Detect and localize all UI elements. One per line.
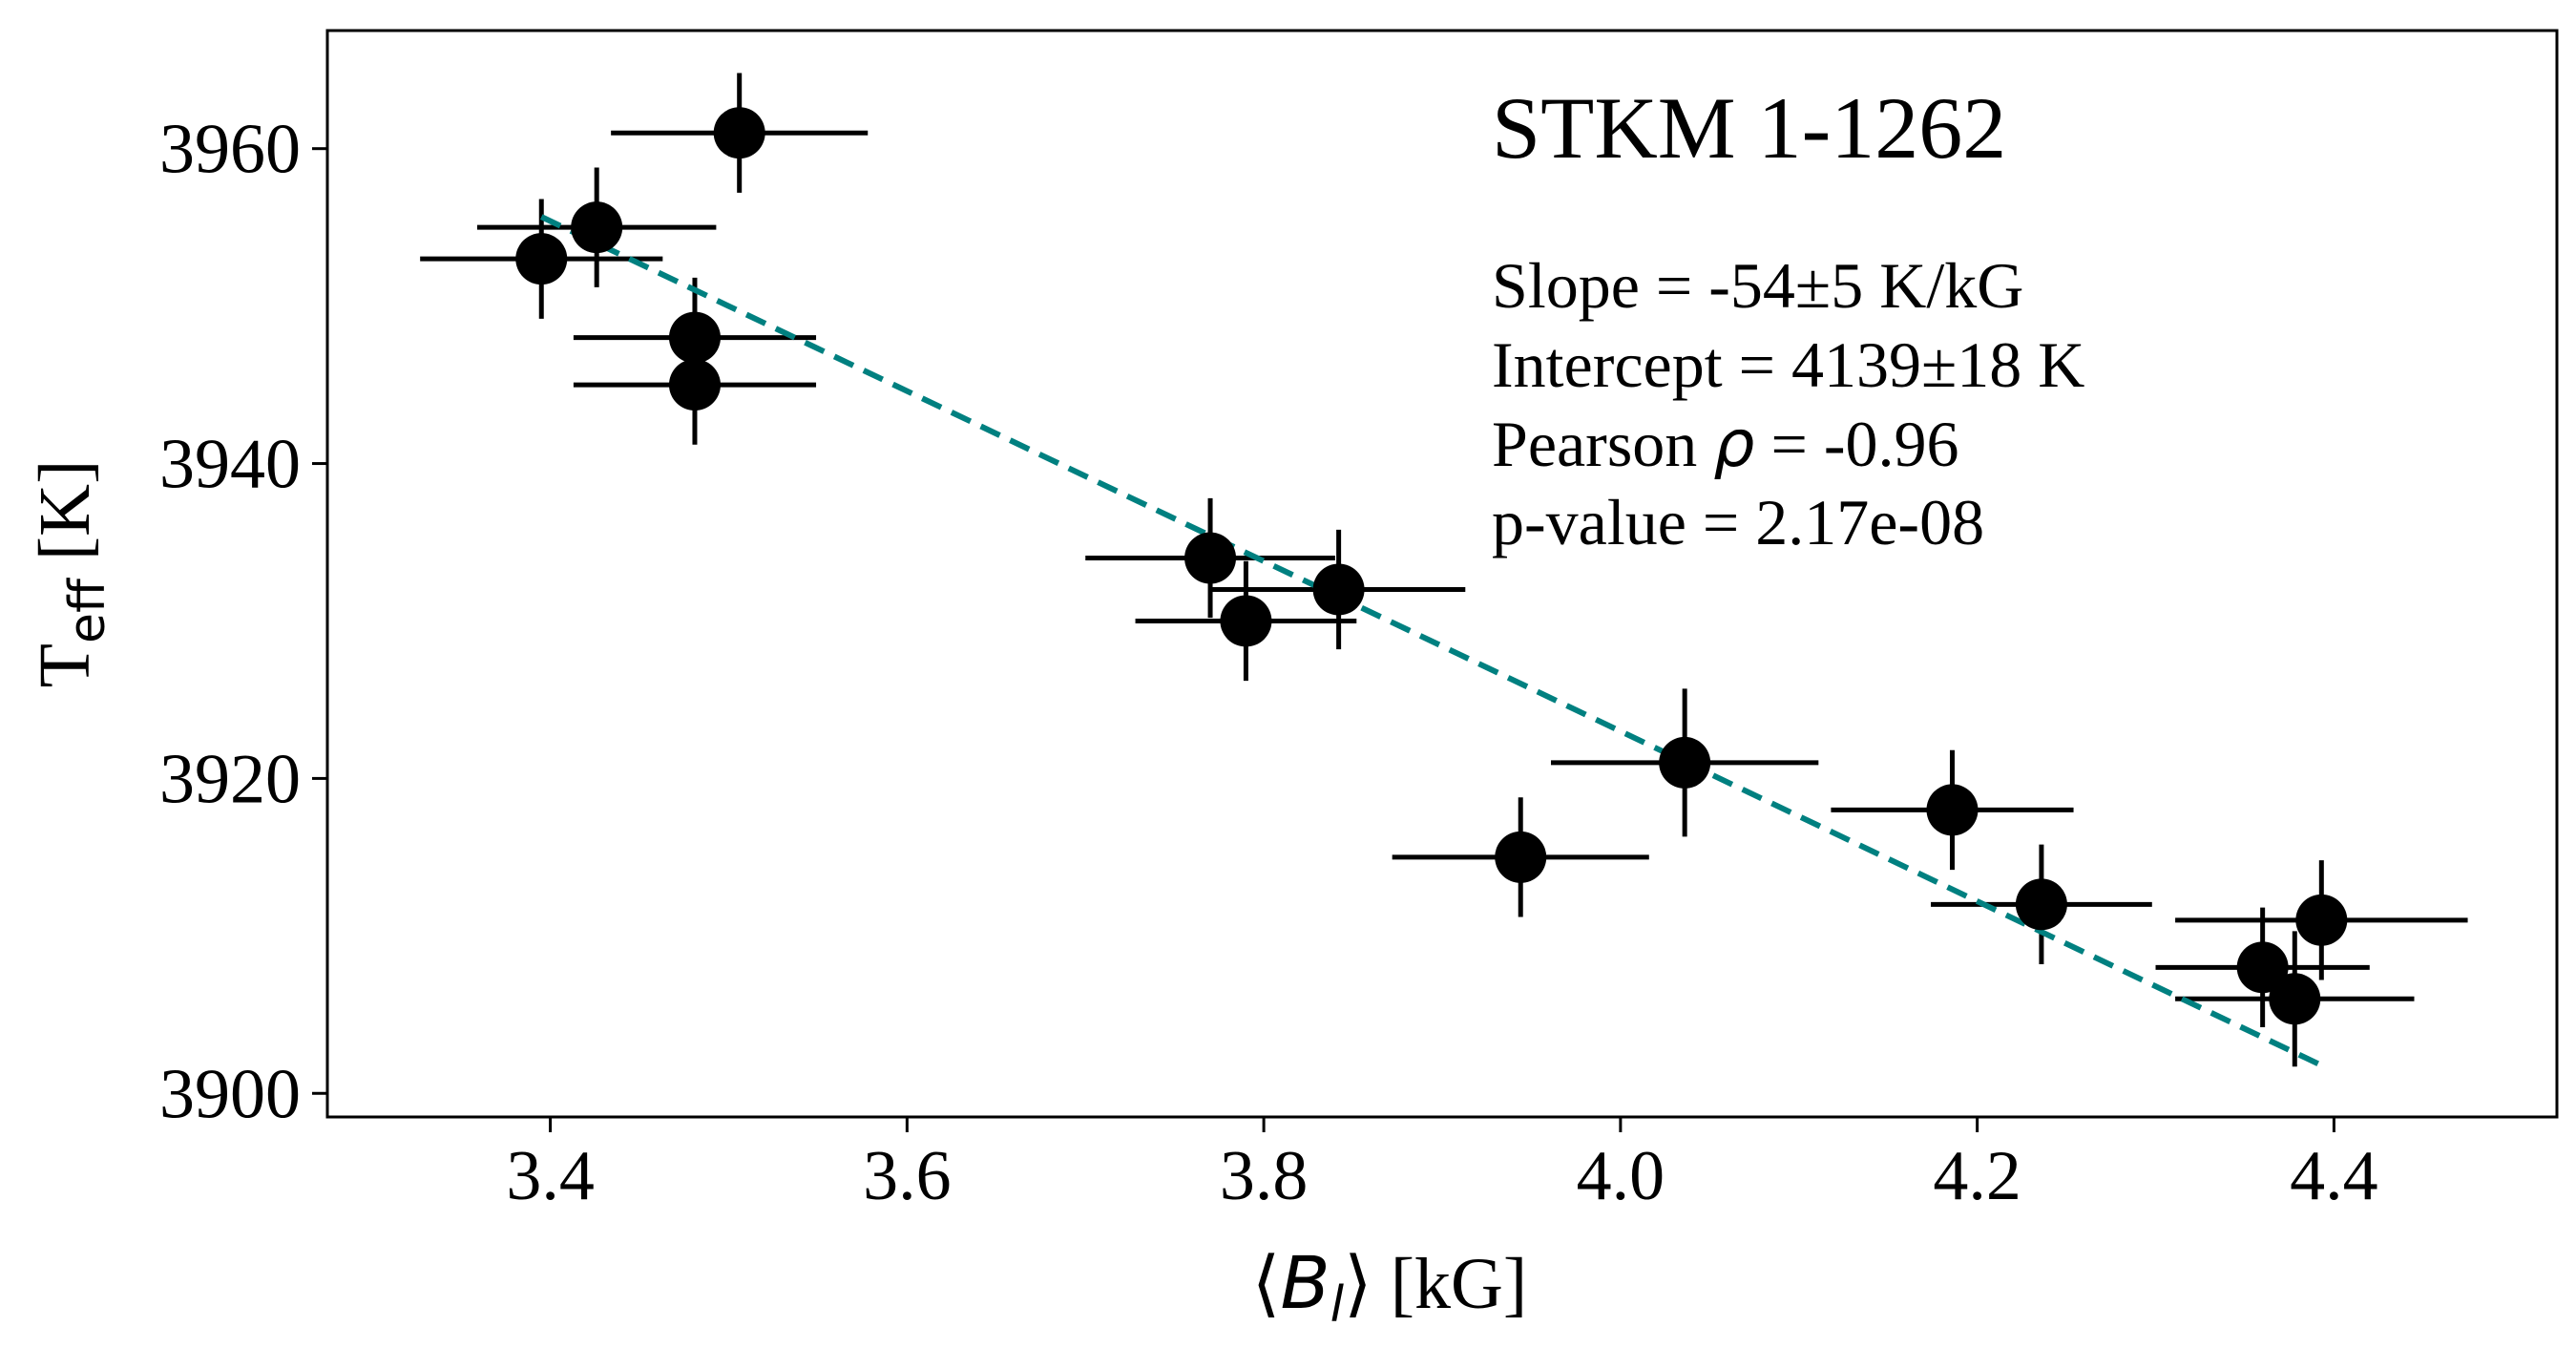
data-point <box>668 359 721 411</box>
x-tick-label: 4.4 <box>2290 1137 2378 1215</box>
x-axis-label-unit: [kG] <box>1372 1244 1528 1324</box>
annotation-title: STKM 1-1262 <box>1492 79 2006 177</box>
data-point <box>2015 878 2067 931</box>
plot-area-frame <box>325 29 2559 1119</box>
data-point <box>2269 973 2321 1025</box>
y-tick-label: 3960 <box>159 111 301 189</box>
data-point <box>1184 532 1237 584</box>
data-point <box>571 201 623 254</box>
plot-marks <box>420 73 2468 1068</box>
x-axis-label: ⟨Bl⟩ [kG] <box>1252 1240 1527 1334</box>
data-point <box>2295 894 2348 946</box>
x-tick-label: 3.6 <box>863 1137 952 1215</box>
data-point <box>668 311 721 364</box>
annotation-pearson-suffix: = -0.96 <box>1754 408 1958 480</box>
x-tick-label: 3.8 <box>1220 1137 1309 1215</box>
y-tick-label: 3940 <box>159 426 301 504</box>
data-point <box>1926 784 1979 836</box>
data-point <box>1495 831 1547 883</box>
annotation-slope: Slope = -54±5 K/kG <box>1492 249 2023 322</box>
data-point <box>1220 595 1272 647</box>
x-axis-label-close: ⟩ <box>1344 1244 1372 1324</box>
y-axis-label-unit: [K] <box>25 460 105 579</box>
data-point <box>515 233 568 285</box>
x-axis-label-var: B <box>1280 1240 1330 1325</box>
annotation-pearson-symbol: ρ <box>1713 407 1754 482</box>
data-point <box>2236 941 2289 994</box>
data-point <box>1312 563 1365 616</box>
x-axis-ticks: 3.4 3.6 3.8 4.0 4.2 4.4 <box>506 1117 2378 1215</box>
x-axis-label-open: ⟨ <box>1252 1244 1281 1324</box>
y-tick-label: 3900 <box>159 1055 301 1133</box>
annotation-intercept: Intercept = 4139±18 K <box>1492 328 2084 401</box>
x-axis-label-sub: l <box>1330 1276 1345 1334</box>
y-axis-label-base: T <box>25 643 105 687</box>
x-tick-label: 4.2 <box>1933 1137 2021 1215</box>
y-axis-label: Teff [K] <box>25 460 116 688</box>
data-point <box>713 107 765 159</box>
annotation-pearson: Pearson ρ = -0.96 <box>1492 407 1958 482</box>
x-tick-label: 4.0 <box>1577 1137 1665 1215</box>
y-axis-label-sub: eff <box>59 578 116 643</box>
y-tick-label: 3920 <box>159 740 301 818</box>
annotation-pearson-prefix: Pearson <box>1492 408 1713 480</box>
x-tick-label: 3.4 <box>506 1137 595 1215</box>
annotation-pvalue: p-value = 2.17e-08 <box>1492 486 1984 558</box>
y-axis-ticks: 3900 3920 3940 3960 <box>159 111 327 1133</box>
data-point <box>1659 736 1711 789</box>
